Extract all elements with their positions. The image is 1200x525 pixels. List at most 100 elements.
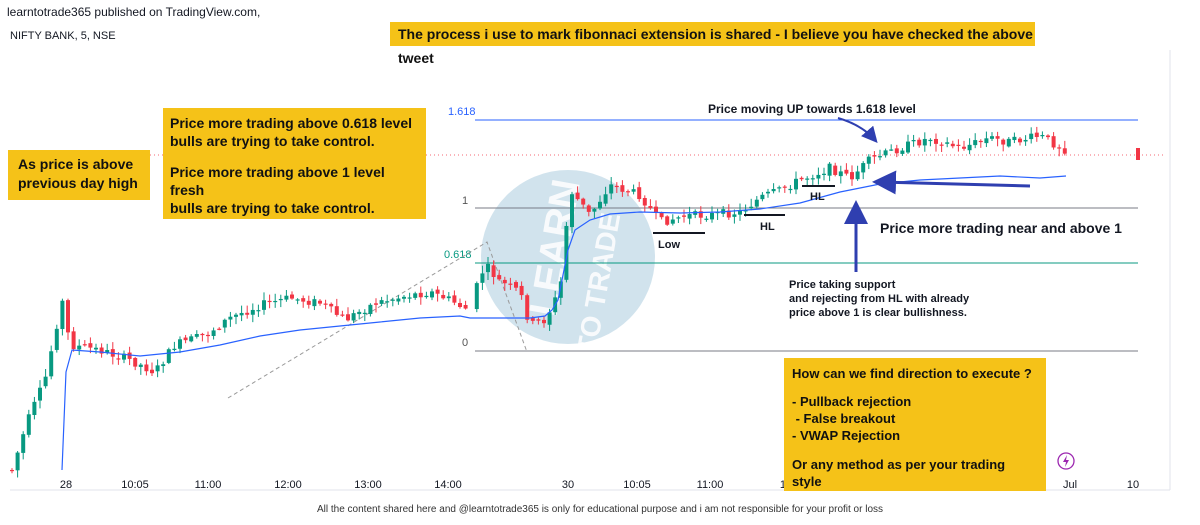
direction-question: How can we find direction to execute ? [792,366,1032,381]
candle-body [15,452,20,471]
annotation-arrows[interactable] [837,117,1031,272]
candle-body [346,314,350,321]
candle-body [575,192,580,200]
candle-body [178,339,182,349]
candle-body [194,334,199,337]
candle-body [861,163,866,173]
candle-body [620,185,625,192]
candle-body [379,300,384,304]
candle-body [928,139,933,142]
candle-body [805,178,810,180]
hl-label-2: HL [810,191,825,203]
candle-body [799,177,804,180]
direction-item-3: - VWAP Rejection [792,428,901,443]
candle-body [418,292,423,298]
time-tick-label: 28 [60,479,72,491]
candle-body [794,178,798,190]
candle-body [458,302,462,308]
candle-body [26,414,31,435]
candle-body [743,210,748,212]
left-note-line-2: previous day high [18,175,138,191]
candle-body [1051,136,1056,148]
candle-body [777,187,782,189]
candle-body [239,312,244,316]
candle-body [592,208,597,212]
candle-body [60,300,65,330]
candle-body [855,171,860,180]
lightning-icon[interactable] [1057,452,1075,470]
candle-body [603,194,608,204]
candle-body [514,282,518,288]
candle-body [385,301,390,303]
candle-body [1034,132,1039,138]
candle-body [166,349,171,363]
candle-body [144,364,149,372]
vwap-line [61,175,1067,471]
candle-body [631,189,636,192]
candle-body [894,148,899,154]
candle-body [407,297,412,299]
disclaimer-footer: All the content shared here and @learnto… [316,504,884,515]
candle-body [816,174,821,179]
candle-body [1057,147,1062,149]
candle-body [94,347,98,350]
candle-body [973,140,978,146]
candle-body [1006,138,1011,147]
candle-body [978,140,983,143]
time-axis-labels: 28 10:05 11:00 12:00 13:00 14:00 30 10:05 11:00 1… [60,479,1139,491]
candle-body [413,293,418,298]
candle-body [967,144,972,151]
fib-trend-line[interactable] [227,241,528,399]
fib-extension[interactable]: 1.618 1 0.618 0 [10,106,1165,352]
support-line-3: price above 1 is clear bullishness. [789,307,967,319]
candle-body [82,344,87,346]
candle-body [698,211,703,218]
support-annotation: Price taking support and rejecting from … [789,278,1019,320]
candle-body [883,150,888,156]
fib-label-0: 0 [462,337,468,349]
support-line-2: and rejecting from HL with already [789,293,970,305]
candle-body [609,184,614,194]
candle-body [614,185,619,188]
candle-body [710,212,714,220]
candle-body [262,300,266,310]
left-note-box: As price is above previous day high [8,150,150,200]
candle-body [122,353,126,360]
candle-body [659,212,664,218]
candles [10,126,1067,478]
candle-body [984,138,989,144]
time-tick-label: 11:00 [195,479,222,491]
candle-body [962,146,966,149]
time-tick-label: 30 [562,479,574,491]
candle-body [637,187,642,200]
time-tick-label: 13:00 [354,479,382,491]
candle-body [754,199,759,207]
candle-body [43,376,48,387]
candle-body [116,358,121,360]
candle-body [934,138,938,144]
candle-body [234,314,238,317]
left-note-line-1: As price is above [18,156,134,172]
candle-body [374,303,378,305]
candle-body [732,214,737,217]
mid-note-p2-line1: Price more trading above 1 level fresh [170,164,385,198]
candle-body [682,215,686,217]
candle-body [911,140,916,142]
time-tick-label: 10:05 [121,479,149,491]
candle-body [525,295,530,320]
candle-body [200,333,205,336]
mid-note-paragraph-1: Price more trading above 0.618 level bul… [170,114,419,150]
candle-body [704,218,709,220]
candle-body [452,295,457,303]
candle-body [738,210,742,215]
symbol-label: NIFTY BANK, 5, NSE [10,30,116,42]
swing-markers: Low HL HL [653,185,835,251]
candle-body [872,155,877,157]
candle-body [66,300,70,333]
time-tick-label: 10:05 [623,479,651,491]
candle-body [670,219,675,224]
candle-body [570,194,574,228]
candle-body [138,364,143,367]
candle-body [1062,148,1067,154]
